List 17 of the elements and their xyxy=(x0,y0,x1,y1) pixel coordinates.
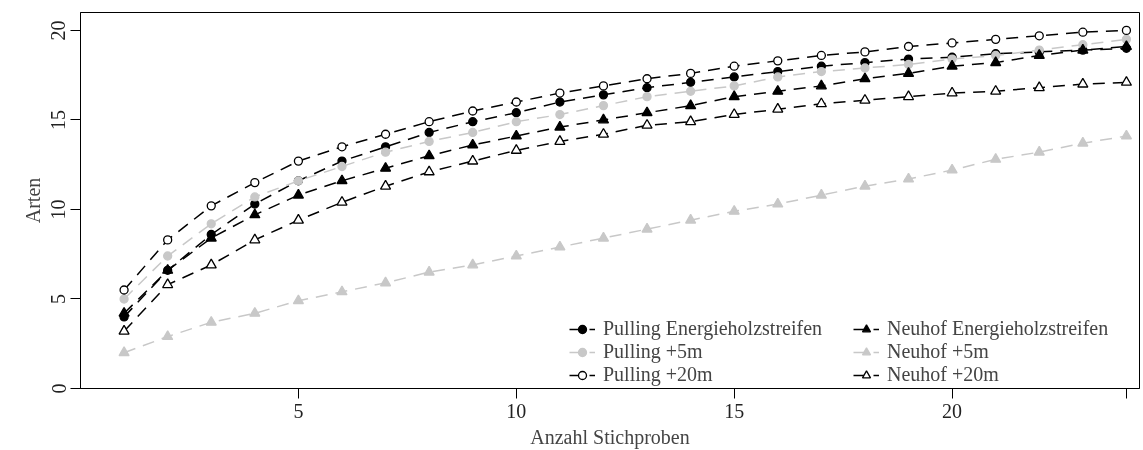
y-tick-label: 0 xyxy=(47,383,70,394)
x-axis-title: Anzahl Stichproben xyxy=(530,425,690,449)
legend-label: Neuhof +5m xyxy=(887,340,990,363)
x-tick-label: 20 xyxy=(942,399,963,422)
legend-label: Pulling Energieholzstreifen xyxy=(603,317,824,340)
x-tick-label: 15 xyxy=(724,399,745,422)
legend-label: Pulling +20m xyxy=(603,363,714,386)
y-tick-label: 15 xyxy=(47,109,70,130)
y-tick-label: 5 xyxy=(47,293,70,304)
legend-label: Neuhof +20m xyxy=(887,363,1000,386)
legend-label: Neuhof Energieholzstreifen xyxy=(887,317,1110,340)
x-tick-label: 10 xyxy=(506,399,527,422)
y-tick-label: 20 xyxy=(47,20,70,41)
legend-label: Pulling +5m xyxy=(603,340,704,363)
y-axis-title: Arten xyxy=(21,177,44,224)
x-tick-label: 5 xyxy=(293,399,304,422)
y-tick-label: 10 xyxy=(47,199,70,220)
